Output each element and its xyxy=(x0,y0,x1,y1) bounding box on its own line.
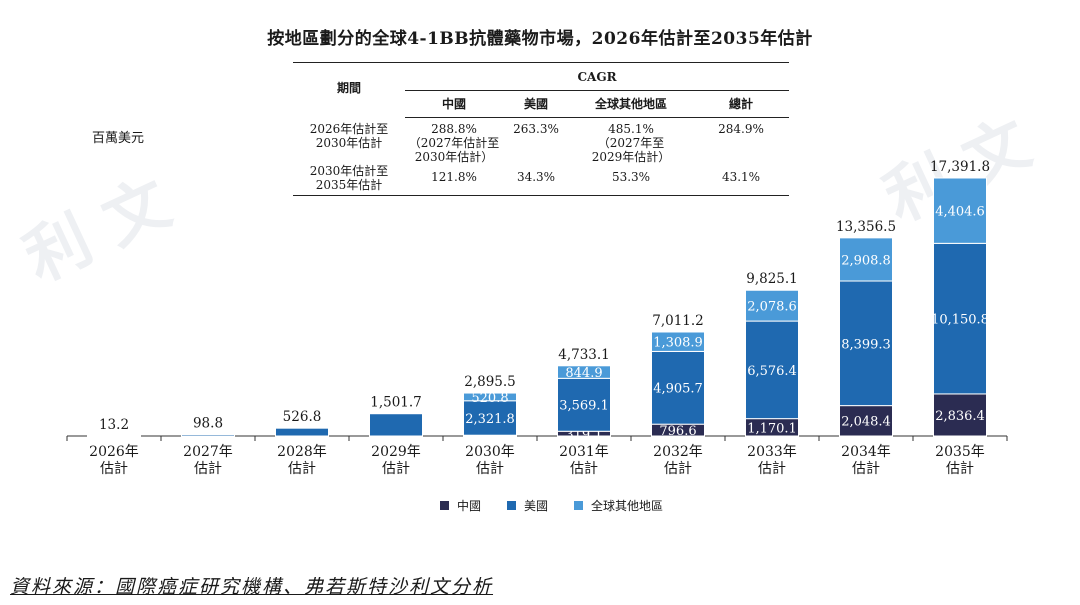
total-label: 17,391.8 xyxy=(930,159,990,175)
data-label: 2,836.4 xyxy=(935,409,985,424)
total-label: 13.2 xyxy=(99,417,129,433)
total-label: 526.8 xyxy=(283,409,322,425)
data-label: 2,908.8 xyxy=(841,253,891,268)
row-us: 34.3% xyxy=(503,164,569,196)
row-rest-of-world: 53.3% xyxy=(569,164,693,196)
data-label: 1,308.9 xyxy=(653,336,703,351)
legend-swatch-rest-of-world xyxy=(574,501,584,510)
bar-segment xyxy=(651,331,705,352)
x-tick-label: 2035年 xyxy=(935,444,985,460)
bar-segment xyxy=(463,392,517,402)
chart-title: 按地區劃分的全球4-1BB抗體藥物市場，2026年估計至2035年估計 xyxy=(267,29,813,49)
x-tick-label: 估計 xyxy=(570,461,598,477)
col-us: 美國 xyxy=(503,90,569,118)
x-tick-label: 2031年 xyxy=(559,444,609,460)
col-total: 總計 xyxy=(693,90,789,118)
data-label: 4,905.7 xyxy=(653,382,703,397)
col-rest-of-world: 全球其他地區 xyxy=(569,90,693,118)
row-period: 2030年估計至 2035年估計 xyxy=(293,164,405,196)
x-tick-label: 2030年 xyxy=(465,444,515,460)
total-label: 13,356.5 xyxy=(836,219,896,235)
x-tick-label: 估計 xyxy=(476,461,504,477)
row-total: 284.9% xyxy=(718,122,764,136)
total-label: 7,011.2 xyxy=(652,313,704,329)
legend-item: 中國 xyxy=(440,497,481,514)
data-label: 6,576.4 xyxy=(747,364,797,379)
x-tick-label: 2026年 xyxy=(89,444,139,460)
col-china: 中國 xyxy=(405,90,503,118)
x-tick-label: 估計 xyxy=(194,461,222,477)
bar-segment xyxy=(839,280,893,407)
x-tick-label: 2029年 xyxy=(371,444,421,460)
total-label: 4,733.1 xyxy=(558,347,610,363)
total-label: 98.8 xyxy=(193,416,223,432)
bar-segment xyxy=(181,434,235,437)
bar-segment xyxy=(369,413,423,437)
legend-label-rest-of-world: 全球其他地區 xyxy=(591,499,664,513)
row-china: 288.8% （2027年估計至 2030年估計） xyxy=(408,122,500,164)
data-label: 4,404.6 xyxy=(935,205,985,220)
x-tick-label: 估計 xyxy=(946,461,974,477)
data-label: 844.9 xyxy=(565,366,602,381)
period-header: 期間 xyxy=(293,62,405,118)
row-china: 121.8% xyxy=(405,164,503,196)
bar-segment xyxy=(745,289,799,322)
cagr-header: CAGR xyxy=(405,62,789,91)
bar-segment xyxy=(933,242,987,395)
data-label: 3,569.1 xyxy=(559,399,609,414)
bar-segment xyxy=(463,400,517,436)
x-tick-label: 2028年 xyxy=(277,444,327,460)
x-tick-label: 估計 xyxy=(100,461,128,477)
bar-segment xyxy=(933,177,987,244)
legend-item: 美國 xyxy=(507,497,548,514)
bar-segment xyxy=(87,435,141,438)
bar-segment xyxy=(651,350,705,425)
total-label: 1,501.7 xyxy=(370,395,422,411)
legend: 中國 美國 全球其他地區 xyxy=(440,497,663,514)
data-label: 1,170.1 xyxy=(747,421,797,436)
bar-segment xyxy=(557,365,611,379)
bar-segment xyxy=(275,427,329,437)
total-label: 2,895.5 xyxy=(464,374,516,390)
x-tick-label: 估計 xyxy=(664,461,692,477)
total-label: 9,825.1 xyxy=(746,271,798,287)
bar-segment xyxy=(839,237,893,282)
data-label: 8,399.3 xyxy=(841,337,891,352)
data-label: 10,150.8 xyxy=(931,313,989,328)
data-label: 2,048.4 xyxy=(841,415,891,430)
legend-label-us: 美國 xyxy=(524,499,549,513)
legend-swatch-china xyxy=(440,501,449,510)
x-tick-label: 2032年 xyxy=(653,444,703,460)
data-label: 796.6 xyxy=(659,424,696,439)
data-label: 2,321.8 xyxy=(465,412,515,427)
legend-swatch-us xyxy=(507,501,517,510)
bar-segment xyxy=(745,320,799,420)
legend-label-china: 中國 xyxy=(457,499,482,513)
data-label: 520.8 xyxy=(471,391,508,406)
legend-item: 全球其他地區 xyxy=(574,497,663,514)
cagr-table: 期間 CAGR 中國 美國 全球其他地區 總計 2026年估計至 2030年估計… xyxy=(293,62,789,196)
x-tick-label: 估計 xyxy=(758,461,786,477)
unit-label: 百萬美元 xyxy=(92,131,145,146)
row-us: 263.3% xyxy=(513,122,559,136)
row-total: 43.1% xyxy=(693,164,789,196)
row-period: 2026年估計至 2030年估計 xyxy=(309,121,389,150)
x-tick-label: 估計 xyxy=(288,461,316,477)
x-tick-label: 估計 xyxy=(382,461,410,477)
x-tick-label: 2033年 xyxy=(747,444,797,460)
data-label: 2,078.6 xyxy=(747,300,797,315)
bar-segment xyxy=(933,393,987,437)
x-tick-label: 估計 xyxy=(852,461,880,477)
row-rest-of-world: 485.1% （2027年至 2029年估計） xyxy=(591,122,671,164)
source-note: 資料來源：國際癌症研究機構、弗若斯特沙利文分析 xyxy=(10,576,494,598)
x-tick-label: 2027年 xyxy=(183,444,233,460)
x-tick-label: 2034年 xyxy=(841,444,891,460)
